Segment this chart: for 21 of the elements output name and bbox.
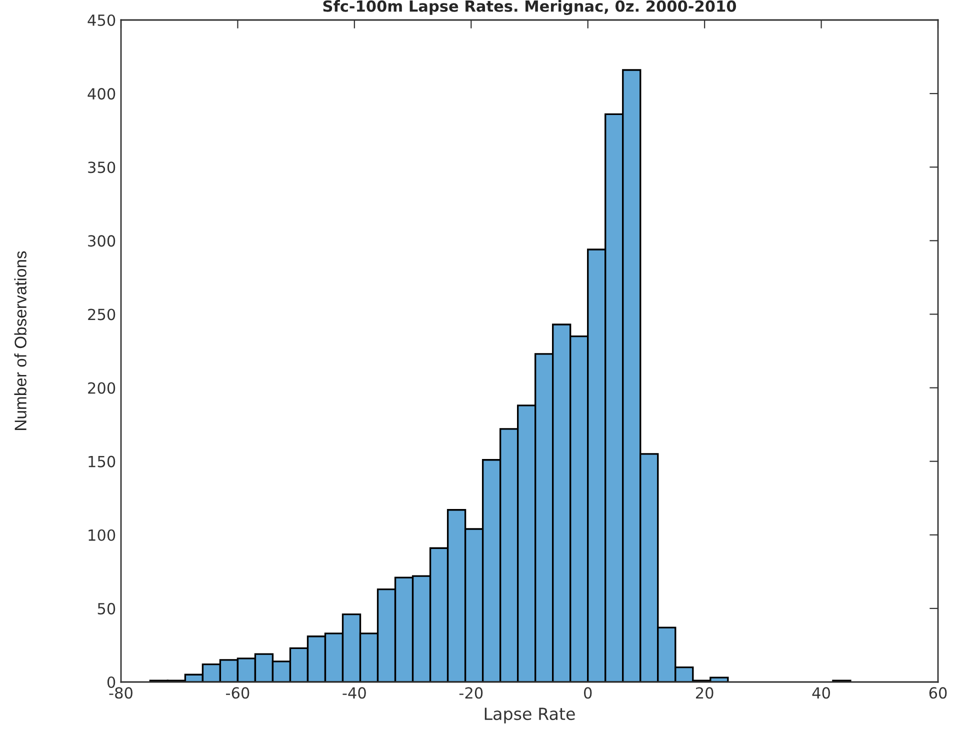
x-tick-label: -80 xyxy=(109,687,132,699)
y-tick-label: 450 xyxy=(88,14,116,26)
chart-title: Sfc-100m Lapse Rates. Merignac, 0z. 2000-2010 xyxy=(323,0,736,15)
y-tick-label: 0 xyxy=(107,676,116,688)
y-tick-label: 50 xyxy=(98,602,116,614)
y-tick-label: 400 xyxy=(88,88,116,100)
x-tick-label: -40 xyxy=(342,687,366,699)
x-axis-title: Lapse Rate xyxy=(484,708,575,724)
y-tick-label: 350 xyxy=(88,162,116,174)
y-tick-label: 200 xyxy=(88,382,116,394)
y-tick-label: 100 xyxy=(88,529,116,541)
y-tick-label: 150 xyxy=(88,456,116,468)
x-tick-label: 20 xyxy=(696,687,714,699)
y-axis-title: Number of Observations xyxy=(14,251,26,430)
x-tick-label: -60 xyxy=(226,687,250,699)
x-tick-label: 40 xyxy=(812,687,830,699)
x-tick-label: 60 xyxy=(929,687,947,699)
x-tick-label: 0 xyxy=(584,687,592,699)
y-tick-label: 300 xyxy=(88,235,116,247)
y-tick-label: 250 xyxy=(88,308,116,320)
x-tick-label: -20 xyxy=(459,687,483,699)
